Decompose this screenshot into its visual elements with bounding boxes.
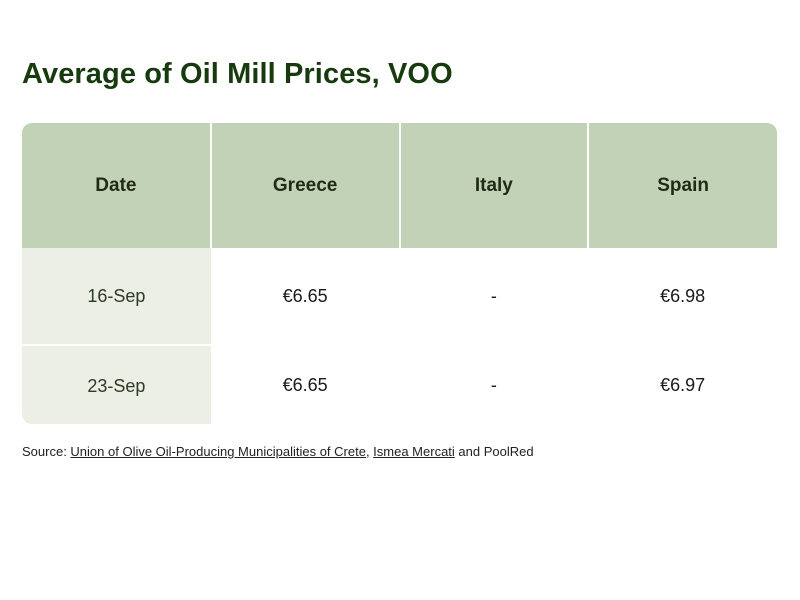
source-note: Source: Union of Olive Oil-Producing Mun… [22,444,534,459]
source-link-crete[interactable]: Union of Olive Oil-Producing Municipalit… [70,444,366,459]
source-link-ismea[interactable]: Ismea Mercati [373,444,455,459]
header-spain: Spain [588,123,777,248]
header-row: Date Greece Italy Spain [22,123,777,248]
cell-greece: €6.65 [282,286,328,306]
source-suffix: and PoolRed [454,444,534,459]
cell-spain: €6.97 [660,375,706,395]
source-separator: , [365,444,374,459]
table-row: 16-Sep €6.65 - €6.98 [22,248,777,346]
cell-date: 16-Sep [22,248,211,346]
cell-greece: €6.65 [282,375,328,395]
cell-date: 23-Sep [22,345,211,424]
header-date: Date [22,123,212,248]
header-greece: Greece [210,123,401,248]
price-table-container: Date Greece Italy Spain 16-Sep €6.65 - €… [22,123,777,424]
cell-italy: - [490,286,497,306]
source-prefix: Source: [22,444,71,459]
price-table: Date Greece Italy Spain 16-Sep €6.65 - €… [22,123,777,424]
chart-title: Average of Oil Mill Prices, VOO [22,58,453,90]
cell-spain: €6.98 [660,286,706,306]
table-row: 23-Sep €6.65 - €6.97 [22,345,777,424]
cell-italy: - [490,375,497,395]
header-italy: Italy [399,123,590,248]
